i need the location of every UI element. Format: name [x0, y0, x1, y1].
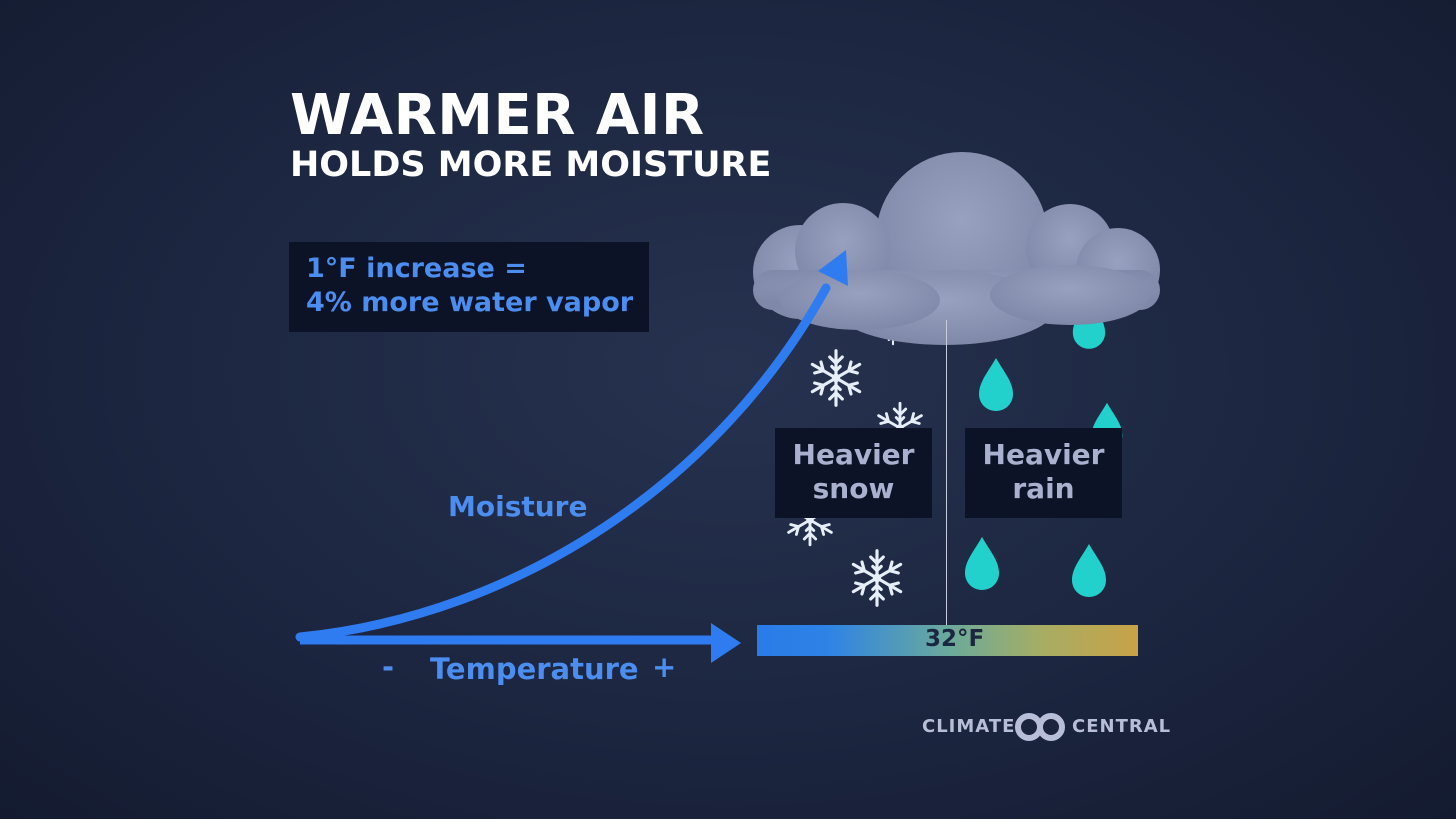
title-main: WARMER AIR: [290, 83, 705, 148]
title-sub: HOLDS MORE MOISTURE: [290, 145, 772, 185]
info-line-2: 4% more water vapor: [306, 287, 634, 318]
cloud-icon: [753, 152, 1160, 345]
logo-mark-icon: [1015, 713, 1065, 741]
snowflake-icon: [810, 349, 862, 407]
temperature-scale-bar: [757, 625, 1138, 656]
info-box: 1°F increase = 4% more water vapor: [289, 242, 649, 332]
rain-label-line-1: Heavier: [982, 438, 1105, 471]
moisture-axis-label: Moisture: [448, 490, 588, 523]
raindrop-icon: [965, 537, 999, 590]
curved-arrow-icon: [295, 250, 848, 642]
snow-label-line-2: snow: [812, 472, 895, 505]
rain-label-line-2: rain: [1012, 472, 1075, 505]
climate-central-logo: CLIMATE CENTRAL: [922, 712, 1172, 742]
raindrop-icon: [979, 358, 1013, 411]
temperature-axis-label: Temperature: [430, 652, 639, 686]
snow-label-line-1: Heavier: [792, 438, 915, 471]
logo-word-right: CENTRAL: [1072, 716, 1172, 737]
heavier-snow-label: Heavier snow: [775, 428, 932, 518]
raindrop-icon: [1072, 544, 1106, 597]
snowflake-icon: [851, 549, 903, 607]
freezing-point-label: 32°F: [925, 626, 985, 652]
logo-word-left: CLIMATE: [922, 716, 1016, 737]
info-line-1: 1°F increase =: [306, 253, 527, 284]
heavier-rain-label: Heavier rain: [965, 428, 1122, 518]
minus-sign: -: [382, 650, 395, 684]
plus-sign: +: [652, 650, 677, 684]
temperature-arrow-icon: [300, 623, 741, 663]
